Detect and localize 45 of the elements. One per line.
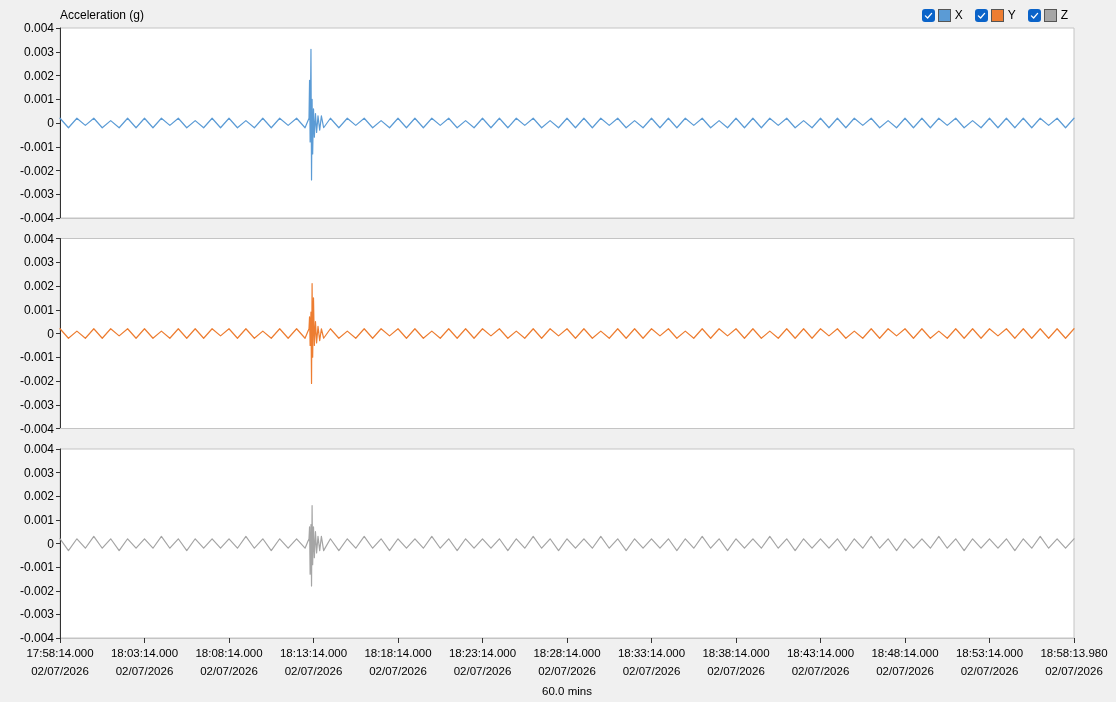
y-tick-label: 0.002 (23, 279, 55, 293)
y-tick-label: 0.002 (23, 489, 55, 504)
y-tick-label: -0.003 (19, 607, 55, 622)
x-tick-label: 18:58:13.980 02/07/2026 (1040, 647, 1108, 677)
y-tick-label: 0 (47, 536, 55, 551)
y-tick-label: 0.001 (23, 92, 55, 107)
y-tick-label: -0.003 (19, 187, 55, 202)
x-tick-label: 18:48:14.000 02/07/2026 (871, 647, 939, 677)
x-tick-label: 18:13:14.000 02/07/2026 (279, 647, 348, 677)
y-tick-label: 0.003 (23, 255, 55, 270)
legend-label: Z (1060, 8, 1068, 22)
y-tick-label: 0 (47, 326, 55, 341)
x-tick-label: 18:03:14.000 02/07/2026 (110, 647, 179, 677)
y-tick-label: -0.002 (19, 583, 55, 598)
y-tick-label: 0.002 (23, 68, 55, 83)
y-tick-label: 0.004 (23, 231, 55, 246)
y-tick-label: -0.001 (19, 350, 55, 365)
x-tick-label: 18:28:14.000 02/07/2026 (533, 647, 601, 677)
x-tick-label: 18:18:14.000 02/07/2026 (364, 647, 432, 677)
x-tick-label: 17:58:14.000 02/07/2026 (26, 647, 94, 677)
y-tick-label: -0.002 (19, 163, 55, 178)
y-axis-title: Acceleration (g) (60, 8, 145, 22)
y-tick-label: -0.003 (19, 397, 55, 412)
x-tick-label: 18:38:14.000 02/07/2026 (702, 647, 770, 677)
x-tick-label: 18:08:14.000 02/07/2026 (195, 647, 263, 677)
y-tick-label: -0.002 (19, 374, 55, 388)
x-tick-label: 18:43:14.000 02/07/2026 (786, 647, 855, 677)
x-tick-label: 18:33:14.000 02/07/2026 (617, 647, 686, 677)
y-tick-label: -0.004 (19, 421, 55, 436)
y-tick-label: -0.001 (19, 560, 55, 575)
legend-label: X (954, 8, 963, 22)
y-tick-label: 0.001 (23, 512, 55, 527)
y-tick-label: -0.001 (19, 139, 55, 154)
y-tick-label: 0.003 (23, 44, 55, 59)
y-tick-label: 0 (47, 116, 55, 130)
y-tick-label: 0.004 (23, 21, 55, 35)
y-tick-label: -0.004 (19, 631, 55, 645)
y-tick-label: 0.004 (23, 442, 55, 456)
y-tick-label: 0.001 (23, 302, 55, 317)
y-tick-label: -0.004 (19, 211, 55, 225)
x-tick-label: 18:53:14.000 02/07/2026 (955, 647, 1024, 677)
x-axis-title: 60.0 mins (542, 685, 593, 697)
legend-label: Y (1007, 8, 1016, 22)
y-tick-label: 0.003 (23, 465, 55, 480)
x-tick-label: 18:23:14.000 02/07/2026 (448, 647, 517, 677)
